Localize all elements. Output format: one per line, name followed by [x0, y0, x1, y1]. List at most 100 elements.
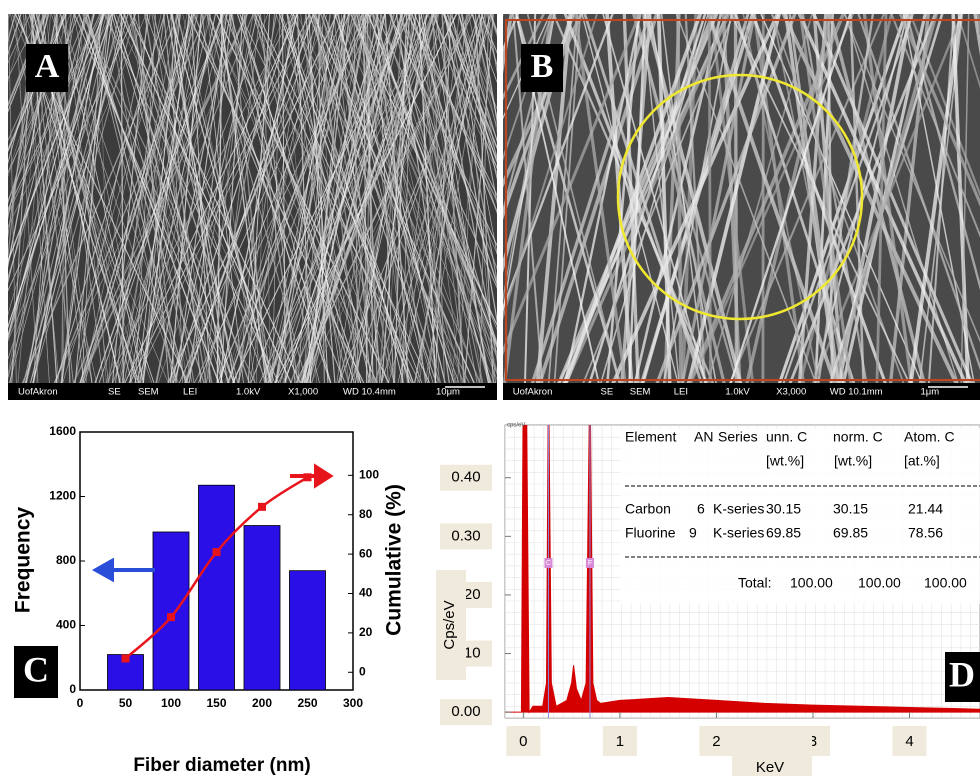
- fiber: [8, 14, 105, 263]
- fiber: [367, 14, 428, 383]
- fiber: [224, 14, 336, 383]
- bar: [243, 525, 281, 691]
- x-tick-label: 0: [519, 733, 527, 750]
- y2-tick-label: 80: [359, 507, 373, 521]
- fiber: [8, 14, 95, 338]
- fiber: [172, 14, 294, 383]
- fiber: [74, 14, 151, 383]
- fiber: [447, 14, 497, 284]
- fiber: [890, 14, 980, 238]
- fiber: [472, 14, 497, 134]
- info-text: SEM: [630, 387, 651, 398]
- fiber: [602, 14, 707, 383]
- spectrum: [505, 425, 980, 714]
- table-cell: 9: [689, 525, 697, 541]
- fiber: [751, 14, 887, 383]
- table-cell: K-series: [713, 525, 764, 541]
- fiber: [828, 14, 926, 383]
- fiber: [927, 14, 955, 383]
- fiber: [427, 14, 497, 174]
- fiber: [198, 14, 350, 383]
- table-cell: 78.56: [908, 525, 943, 541]
- fiber: [187, 14, 365, 383]
- x-tick-label: 50: [119, 696, 133, 710]
- fiber: [253, 14, 350, 383]
- fiber: [220, 14, 272, 383]
- fiber: [628, 14, 647, 383]
- table-header: Element: [625, 429, 676, 445]
- fiber: [451, 14, 497, 256]
- panel-label: C: [23, 649, 49, 689]
- fiber: [82, 14, 256, 383]
- fiber: [656, 14, 672, 383]
- fiber: [414, 14, 462, 383]
- fiber: [375, 14, 497, 289]
- bar: [198, 484, 235, 691]
- panel-label-box: [521, 44, 563, 92]
- info-text: LEI: [183, 387, 197, 398]
- fiber: [413, 14, 497, 213]
- fiber: [729, 14, 852, 383]
- table-total: 100.00: [924, 575, 967, 591]
- panel-label: B: [531, 48, 554, 85]
- fiber: [447, 14, 497, 141]
- fiber: [303, 14, 368, 383]
- fiber: [142, 14, 178, 383]
- fiber: [811, 14, 964, 383]
- y2-tick-label: 100: [359, 468, 379, 482]
- tick-box: [440, 699, 492, 726]
- fiber: [83, 14, 194, 383]
- fiber: [130, 14, 212, 383]
- fiber: [843, 14, 980, 343]
- fiber: [0, 4, 9, 393]
- table-cell: 69.85: [766, 525, 801, 541]
- fiber: [366, 14, 374, 383]
- info-text: X3,000: [776, 387, 806, 398]
- fiber: [662, 14, 733, 383]
- fiber: [563, 14, 642, 383]
- axis-title-box: [436, 570, 466, 680]
- info-text: X1,000: [288, 387, 318, 398]
- fiber: [300, 14, 435, 383]
- bar: [289, 570, 326, 691]
- fiber: [422, 14, 491, 383]
- y-axis-title: Cps/eV: [441, 600, 458, 649]
- table-header: Series: [718, 429, 758, 445]
- fiber: [284, 14, 402, 383]
- fiber: [832, 14, 939, 383]
- table-header: Atom. C: [904, 429, 955, 445]
- fiber: [167, 14, 338, 383]
- fiber: [457, 14, 483, 383]
- info-text: SE: [108, 387, 121, 398]
- fiber: [257, 14, 431, 383]
- table-total: 100.00: [790, 575, 833, 591]
- fiber: [205, 14, 278, 383]
- table-cell: 30.15: [833, 501, 868, 517]
- fiber: [208, 14, 332, 383]
- fiber: [730, 14, 911, 383]
- fiber: [8, 14, 103, 216]
- table-header: unn. C: [766, 429, 807, 445]
- fiber: [324, 14, 434, 383]
- tick-box: [892, 726, 927, 756]
- fiber: [675, 14, 817, 383]
- tick-box: [440, 464, 492, 491]
- fiber: [151, 14, 213, 383]
- fiber: [530, 14, 652, 383]
- table-header: norm. C: [833, 429, 883, 445]
- y2-tick-label: 40: [359, 586, 373, 600]
- x-axis-title: Fiber diameter (nm): [133, 755, 310, 776]
- fiber: [8, 14, 46, 108]
- fiber: [611, 14, 780, 383]
- fiber: [185, 14, 315, 383]
- fiber: [23, 14, 112, 383]
- fiber: [444, 14, 497, 324]
- fiber: [110, 14, 223, 383]
- y-tick-label: 0.00: [451, 703, 480, 720]
- panel-label-box: [945, 652, 980, 702]
- panel-label: D: [949, 654, 975, 694]
- info-text: LEI: [674, 387, 688, 398]
- x-tick-label: 2: [712, 733, 720, 750]
- fiber: [238, 14, 321, 383]
- analysis-circle: [616, 73, 864, 321]
